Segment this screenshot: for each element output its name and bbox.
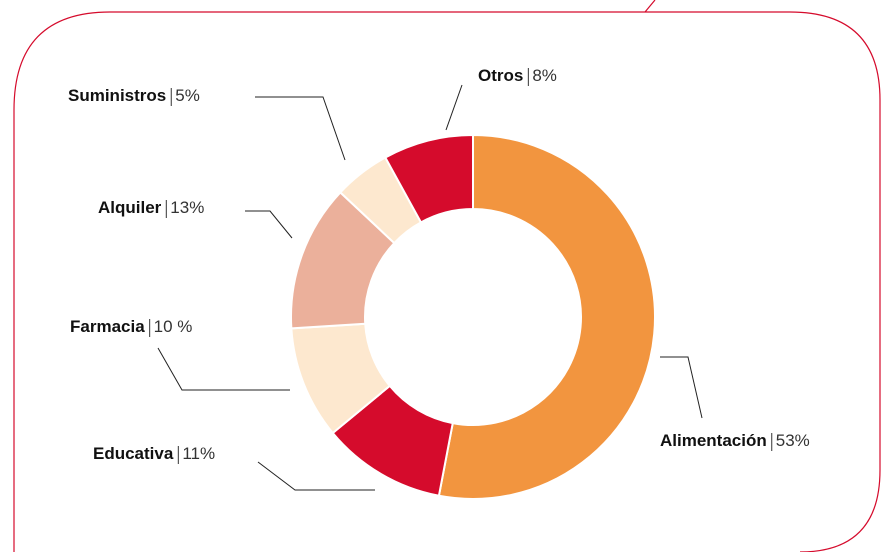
value-label: 11% <box>182 444 215 463</box>
leader-line <box>660 356 703 419</box>
category-name: Alimentación <box>660 431 767 450</box>
leader-line <box>157 347 290 391</box>
slice <box>437 133 656 500</box>
slice <box>383 133 474 224</box>
slice-label: Educativa 11% <box>93 444 215 463</box>
slice-label: Otros 8% <box>478 66 557 85</box>
value-label: 5% <box>175 86 200 105</box>
leader-line <box>245 210 293 239</box>
slice-label: Alquiler 13% <box>98 198 204 217</box>
category-name: Alquiler <box>98 198 162 217</box>
leader-line <box>255 96 346 161</box>
slice-label: Alimentación 53% <box>660 431 810 450</box>
value-label: 13% <box>170 198 204 217</box>
category-name: Suministros <box>68 86 166 105</box>
leader-line <box>445 84 463 131</box>
category-name: Farmacia <box>70 317 145 336</box>
value-label: 53% <box>776 431 810 450</box>
value-label: 10 % <box>154 317 193 336</box>
donut <box>290 133 656 500</box>
slice-label: Suministros 5% <box>68 86 200 105</box>
category-name: Educativa <box>93 444 174 463</box>
slice-label: Farmacia 10 % <box>70 317 192 336</box>
leader-line <box>257 461 375 491</box>
frame <box>13 0 881 552</box>
category-name: Otros <box>478 66 523 85</box>
value-label: 8% <box>532 66 557 85</box>
